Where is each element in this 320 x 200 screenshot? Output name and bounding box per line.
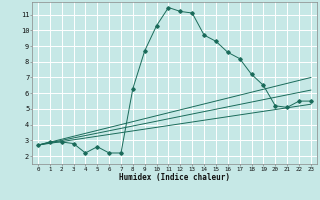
X-axis label: Humidex (Indice chaleur): Humidex (Indice chaleur) xyxy=(119,173,230,182)
